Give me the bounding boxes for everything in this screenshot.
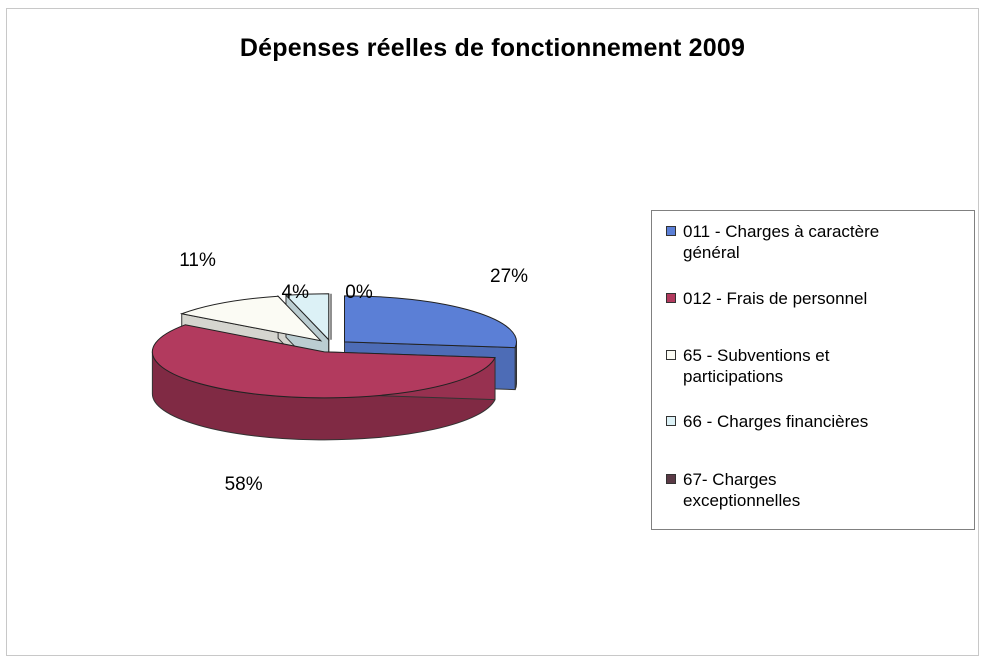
- pie-slice-4-3: [284, 293, 330, 341]
- legend: 011 - Charges à caractère général 012 - …: [651, 210, 975, 530]
- legend-item-67: 67- Charges exceptionnelles: [666, 469, 970, 511]
- legend-item-011: 011 - Charges à caractère général: [666, 221, 970, 263]
- legend-swatch-65: [666, 350, 676, 360]
- pie-tops: [151, 293, 517, 399]
- legend-label-65: 65 - Subventions et: [683, 346, 830, 365]
- legend-item-012: 012 - Frais de personnel: [666, 288, 970, 309]
- pie-slice-58-1: [151, 324, 496, 399]
- pie-slice-27-0: [344, 295, 517, 349]
- legend-label-67-cont: exceptionnelles: [683, 491, 801, 510]
- legend-swatch-66: [666, 416, 676, 426]
- pct-label-11-2: 11%: [179, 250, 216, 271]
- pie-labels: 27% 58% 11% 4% 0%: [179, 250, 528, 495]
- chart-title: Dépenses réelles de fonctionnement 2009: [239, 34, 746, 62]
- legend-label-011-cont: général: [683, 243, 740, 262]
- legend-item-65: 65 - Subventions et participations: [666, 345, 970, 387]
- legend-label-66: 66 - Charges financières: [683, 412, 869, 431]
- pct-label-0-4: 0%: [345, 282, 373, 303]
- legend-label-011: 011 - Charges à caractère: [683, 222, 880, 241]
- legend-swatch-67: [666, 474, 676, 484]
- legend-item-66: 66 - Charges financières: [666, 411, 970, 432]
- legend-label-65-cont: participations: [683, 367, 784, 386]
- pct-label-58-1: 58%: [225, 474, 263, 495]
- pct-label-27-0: 27%: [490, 266, 528, 287]
- pct-label-4-3: 4%: [282, 282, 310, 303]
- legend-label-67: 67- Charges: [683, 470, 777, 489]
- legend-swatch-012: [666, 293, 676, 303]
- pie-slice-11-2: [179, 295, 323, 342]
- legend-swatch-011: [666, 226, 676, 236]
- legend-label-012: 012 - Frais de personnel: [683, 289, 868, 308]
